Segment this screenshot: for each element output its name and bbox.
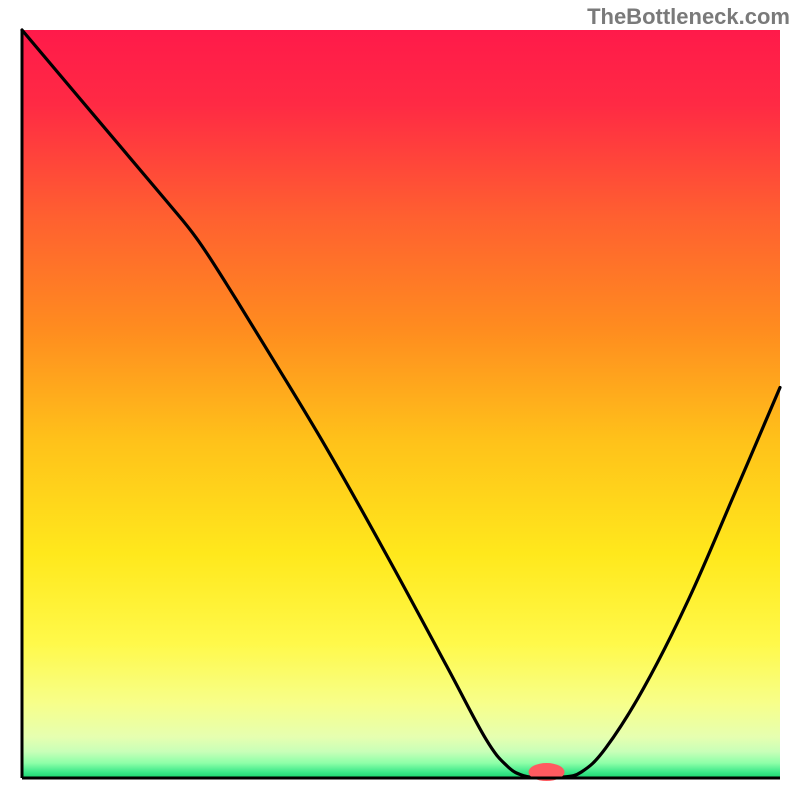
attribution-text: TheBottleneck.com [587, 4, 790, 30]
bottleneck-chart [0, 0, 800, 800]
gradient-background [22, 30, 780, 778]
